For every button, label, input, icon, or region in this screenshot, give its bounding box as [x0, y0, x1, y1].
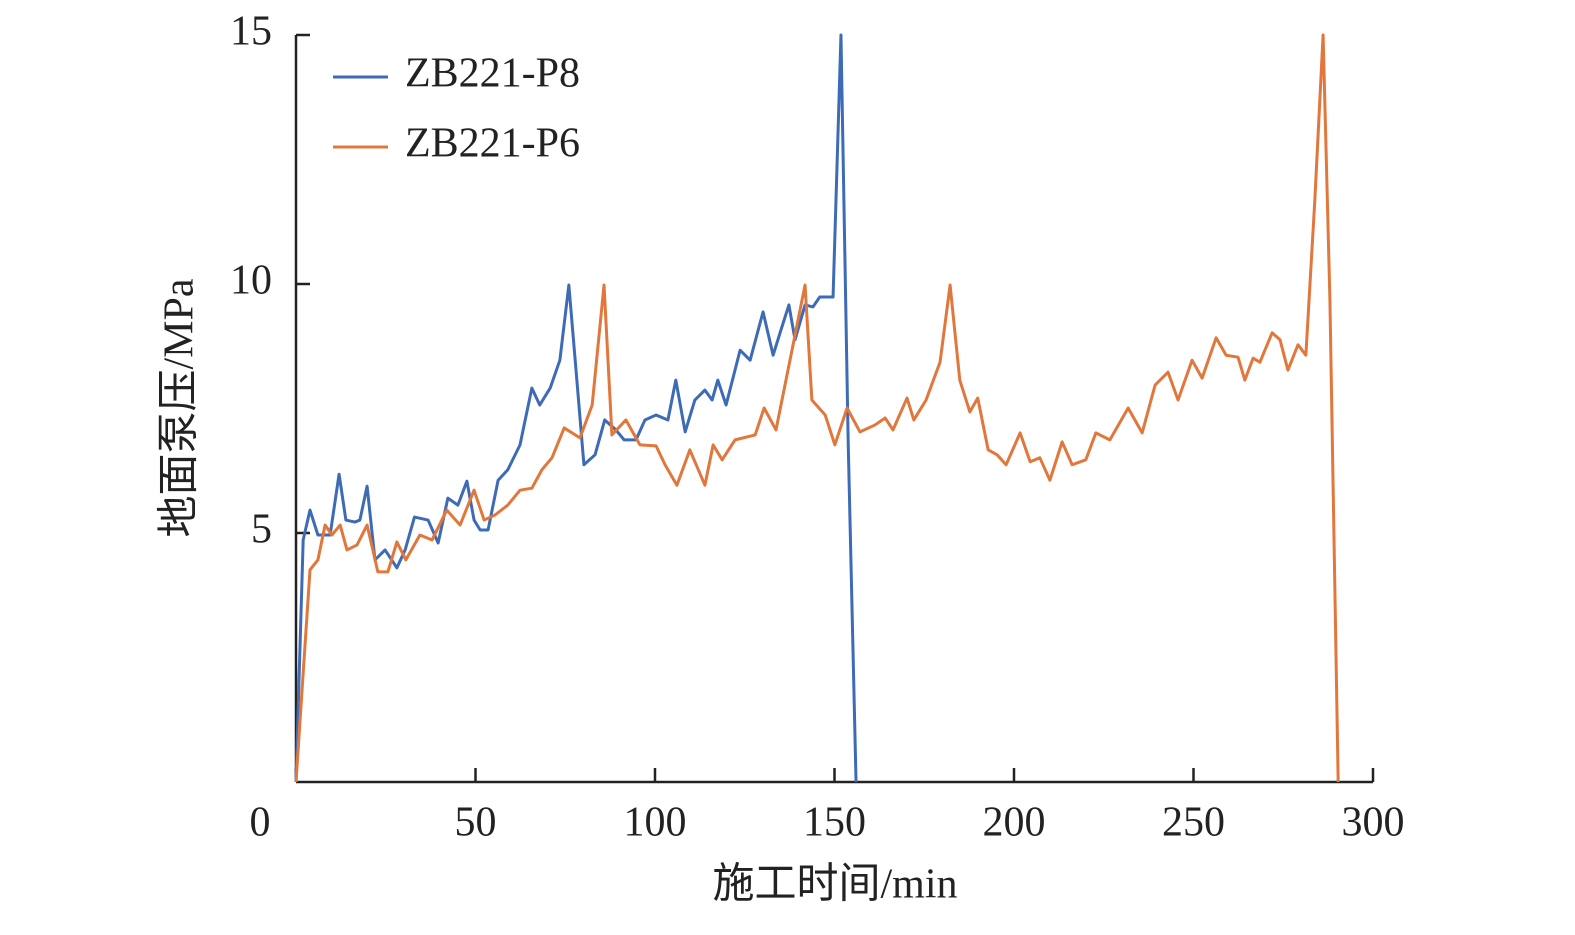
y-axis-label: 地面泵压/MPa: [157, 278, 203, 537]
x-tick-label: 50: [455, 800, 497, 846]
x-tick-label: 0: [250, 800, 271, 846]
x-tick-label: 150: [803, 800, 866, 846]
x-tick-label: 200: [983, 800, 1046, 846]
y-tick-label: 10: [230, 258, 272, 304]
y-tick-label: 5: [251, 507, 272, 553]
x-tick-label: 300: [1342, 800, 1405, 846]
legend-label: ZB221-P8: [405, 51, 580, 97]
x-axis-label: 施工时间/min: [712, 862, 957, 908]
x-tick-label: 100: [624, 800, 687, 846]
data-line: [294, 33, 1340, 783]
legend-label: ZB221-P6: [405, 121, 580, 167]
x-tick-label: 250: [1162, 800, 1225, 846]
y-tick-label: 15: [230, 9, 272, 55]
data-line: [294, 33, 858, 783]
